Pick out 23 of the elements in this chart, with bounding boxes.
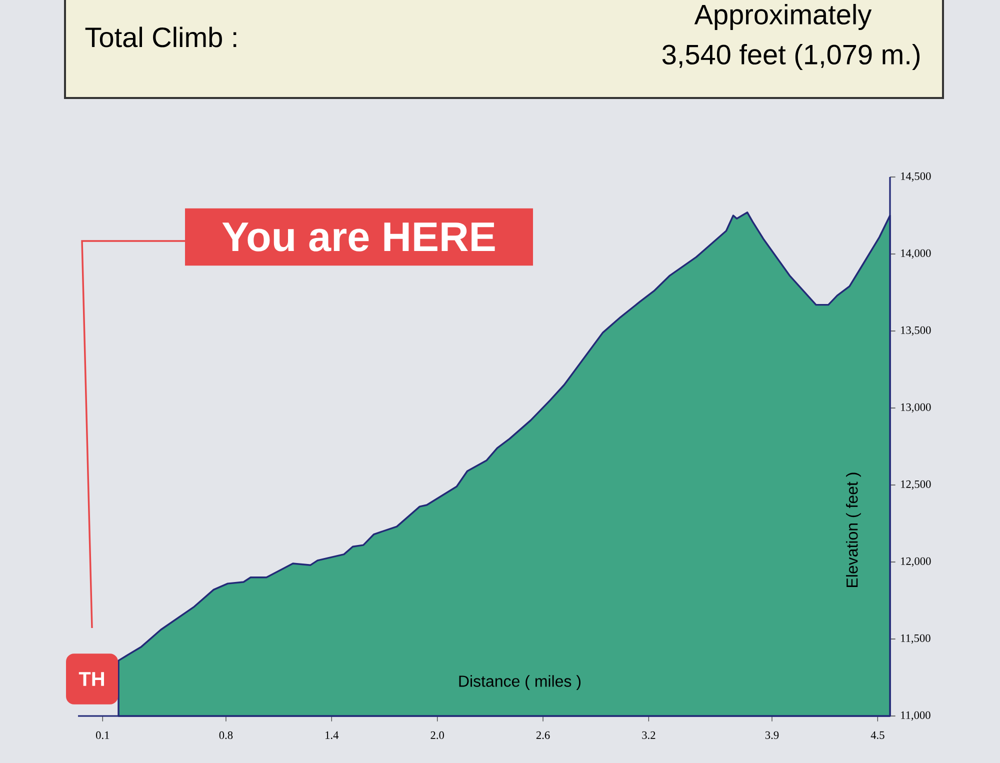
y-tick-label: 11,500 xyxy=(901,634,930,644)
x-axis-title: Distance ( miles ) xyxy=(459,675,580,690)
x-tick-label: 4.5 xyxy=(870,731,884,739)
x-tick-label: 3.9 xyxy=(765,731,779,740)
x-tick-label: 3.2 xyxy=(642,731,656,740)
y-tick-label: 13,500 xyxy=(901,326,931,336)
x-tick-label: 2.0 xyxy=(430,731,444,740)
chart-title: Total Climb : xyxy=(85,26,236,48)
y-tick-label: 14,000 xyxy=(901,249,931,259)
annotation: TH xyxy=(78,672,104,686)
y-tick-label: 14,500 xyxy=(901,172,931,182)
y-tick-label: 11,000 xyxy=(901,711,930,721)
y-tick-label: 12,500 xyxy=(901,480,931,490)
x-tick-label: 2.6 xyxy=(536,731,550,740)
annotation: You are HERE xyxy=(222,222,495,252)
x-tick-label: 0.8 xyxy=(219,731,233,740)
x-tick-label: 0.1 xyxy=(96,731,110,740)
y-tick-label: 13,000 xyxy=(901,403,931,413)
x-tick-label: 1.4 xyxy=(326,731,339,740)
y-tick-label: 12,000 xyxy=(901,557,931,567)
text: 3,540 feet (1,079 m.) xyxy=(662,44,920,70)
text: Approximately xyxy=(694,4,872,30)
y-axis-title: Elevation ( feet ) xyxy=(846,472,861,587)
